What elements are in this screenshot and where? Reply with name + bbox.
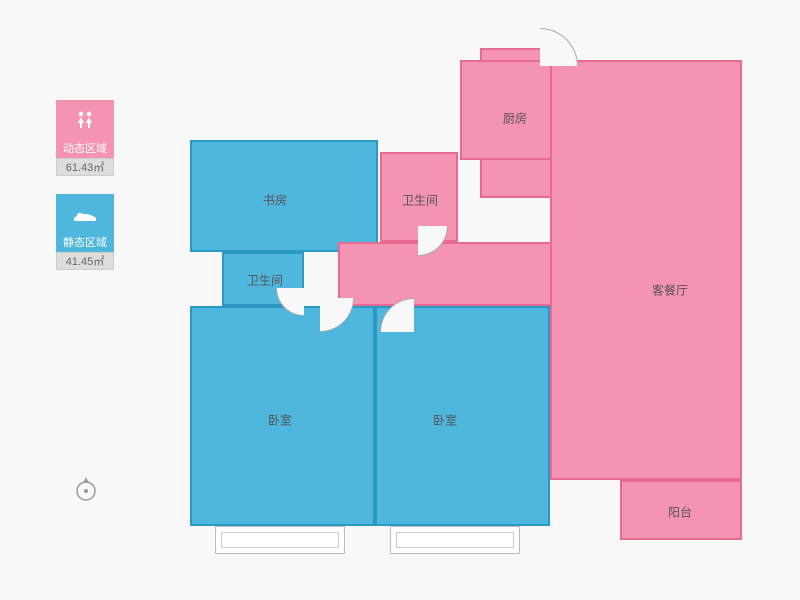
room-label-bed2: 卧室 (433, 412, 457, 429)
room-label-bath2: 卫生间 (247, 272, 283, 289)
legend-static: 静态区域 41.45㎡ (56, 194, 114, 270)
room-label-living: 客餐厅 (652, 282, 688, 299)
legend-dynamic-value: 61.43㎡ (56, 158, 114, 176)
room-living (550, 60, 742, 480)
compass-icon (72, 475, 100, 503)
door-arc (540, 28, 578, 66)
room-label-kitchen: 厨房 (503, 110, 527, 127)
legend-dynamic: 动态区域 61.43㎡ (56, 100, 114, 176)
people-icon (56, 100, 114, 140)
room-label-study: 书房 (263, 192, 287, 209)
sleep-icon (56, 194, 114, 234)
window-inner (221, 532, 339, 548)
window-inner (396, 532, 514, 548)
legend-dynamic-label: 动态区域 (56, 140, 114, 158)
room-corridor (338, 242, 553, 306)
legend-static-label: 静态区域 (56, 234, 114, 252)
room-bed2 (375, 306, 550, 526)
room-label-bath1: 卫生间 (402, 192, 438, 209)
legend-static-value: 41.45㎡ (56, 252, 114, 270)
room-label-bed1: 卧室 (268, 412, 292, 429)
legend-panel: 动态区域 61.43㎡ 静态区域 41.45㎡ (56, 100, 116, 288)
room-label-balcony: 阳台 (668, 504, 692, 521)
floor-plan: 客餐厅厨房卫生间阳台书房卫生间卧室卧室 (180, 20, 750, 580)
